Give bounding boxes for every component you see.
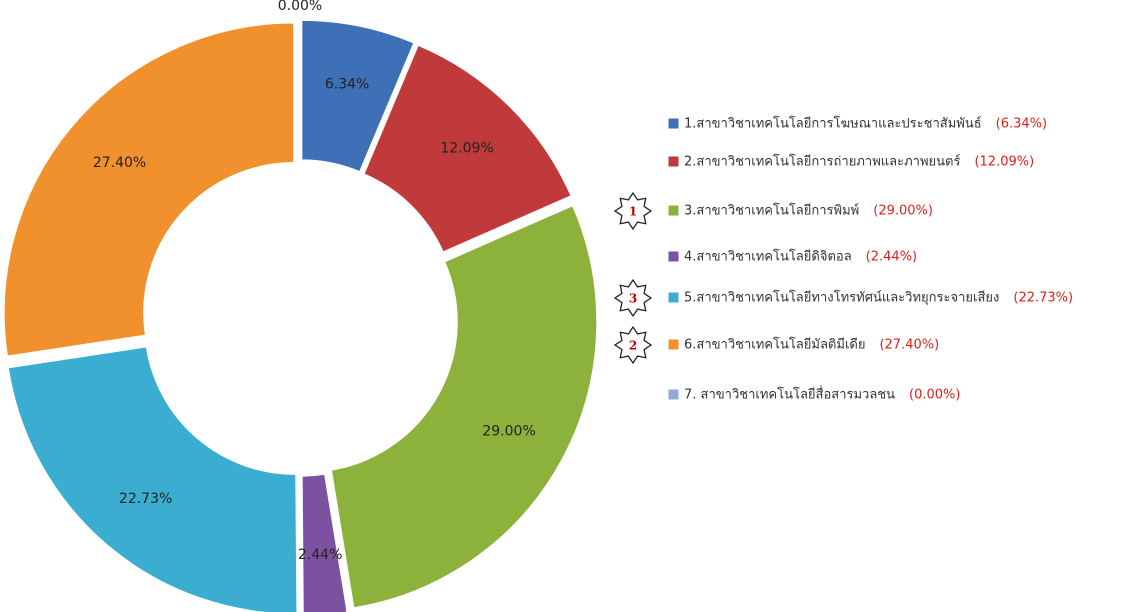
slice: [300, 19, 416, 173]
legend-value: (0.00%): [909, 388, 960, 403]
rank-number: 3: [629, 292, 637, 306]
legend-swatch: [667, 291, 680, 304]
legend-swatch: [667, 117, 680, 130]
slice: [7, 345, 298, 612]
legend-text: 1.สาขาวิชาเทคโนโลยีการโฆษณาและประชาสัมพั…: [684, 116, 982, 132]
rank-badge: [613, 278, 653, 318]
rank-number: 1: [629, 205, 637, 219]
slice-label: 2.44%: [298, 547, 342, 563]
legend-swatch: [667, 338, 680, 351]
slice: [301, 473, 349, 612]
legend-value: (27.40%): [879, 338, 939, 353]
slice-label: 6.34%: [325, 77, 369, 93]
legend-swatch: [667, 204, 680, 217]
legend-value: (29.00%): [873, 204, 933, 219]
legend-text: 6.สาขาวิชาเทคโนโลยีมัลติมีเดีย: [684, 337, 865, 353]
legend-text: 4.สาขาวิชาเทคโนโลยีดิจิตอล: [684, 249, 852, 265]
slice-label: 0.00%: [278, 0, 322, 14]
rank-badge: [613, 325, 653, 365]
slice-label: 12.09%: [440, 140, 493, 156]
rank-number: 2: [629, 339, 637, 353]
legend-text: 2.สาขาวิชาเทคโนโลยีการถ่ายภาพและภาพยนตร์: [684, 154, 960, 170]
legend-text: 3.สาขาวิชาเทคโนโลยีการพิมพ์: [684, 203, 859, 219]
legend-swatch: [667, 388, 680, 401]
legend-value: (2.44%): [866, 250, 917, 265]
legend-value: (22.73%): [1013, 291, 1073, 306]
legend-swatch: [667, 250, 680, 263]
legend-swatch: [667, 155, 680, 168]
slice-label: 22.73%: [119, 491, 172, 507]
slice: [362, 44, 573, 254]
slice: [3, 22, 295, 358]
rank-badge: [613, 191, 653, 231]
slice-label: 29.00%: [482, 424, 535, 440]
slice: [330, 204, 598, 609]
legend-value: (12.09%): [974, 155, 1034, 170]
legend-value: (6.34%): [996, 117, 1047, 132]
legend-text: 7. สาขาวิชาเทคโนโลยีสื่อสารมวลชน: [684, 386, 895, 403]
slice-label: 27.40%: [93, 155, 146, 171]
legend-text: 5.สาขาวิชาเทคโนโลยีทางโทรทัศน์และวิทยุกร…: [684, 290, 999, 306]
